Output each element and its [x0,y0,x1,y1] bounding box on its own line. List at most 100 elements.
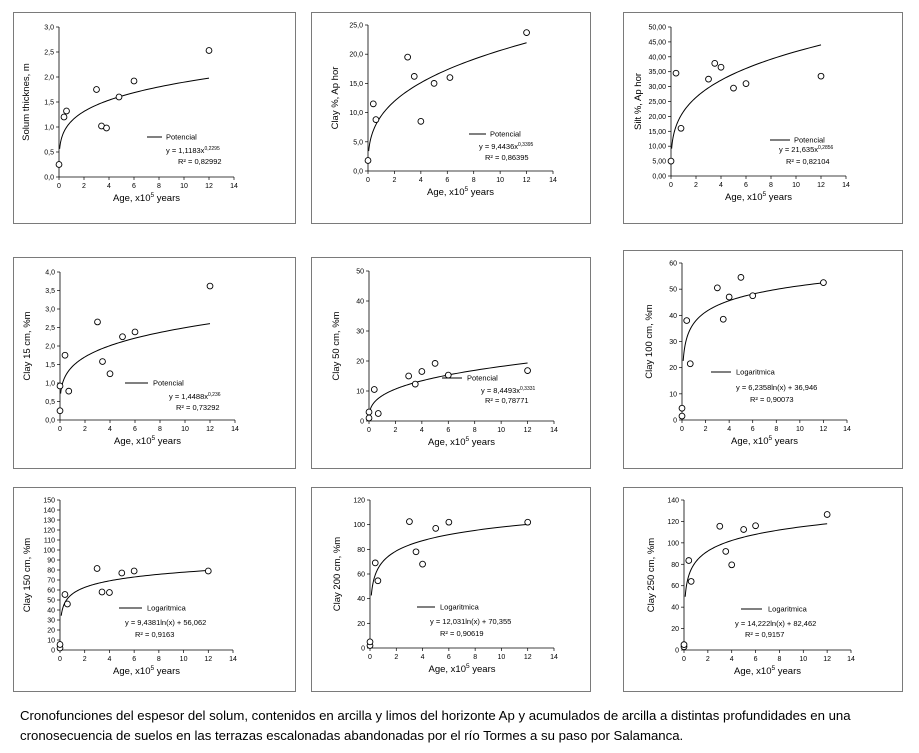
r-squared-label: R² = 0,9163 [135,630,174,639]
x-axis-title-superscript: 5 [151,665,155,672]
data-point [115,93,123,101]
y-tick-label: 40,00 [648,54,666,61]
data-point [205,47,213,54]
x-tick-label: 6 [132,656,136,663]
y-tick-label: 45,00 [648,39,666,46]
r-squared-label: R² = 0,90619 [440,629,484,638]
y-axis-title: Clay 150 cm, %m [22,538,33,613]
x-axis-title-superscript: 5 [466,663,470,670]
data-point [823,511,831,518]
y-tick-label: 20,0 [349,52,363,59]
y-tick-label: 1,5 [44,100,54,107]
y-tick-label: 50 [669,287,677,294]
caption-line-1: Cronofunciones del espesor del solum, co… [20,708,851,723]
y-tick-label: 0 [673,418,677,425]
y-axis-title: Clay 50 cm, %m [331,311,342,380]
legend-label: Potencial [490,130,521,139]
data-point [206,282,214,290]
x-tick-label: 0 [57,183,61,190]
x-axis-title-superscript: 5 [763,191,767,198]
data-point [94,318,101,326]
chart-svg: 0,0 0,5 1,0 1,5 2,0 2,5 3,0 3,5 4,0 0 2 4 6 8 10 12 14 Cl… [22,270,239,448]
x-tick-label: 10 [497,427,505,434]
y-tick-label: 30 [47,618,55,625]
r-squared-label: R² = 0,9157 [745,630,784,639]
data-point [372,116,380,123]
data-point [817,72,825,80]
r-squared-label: R² = 0,82104 [786,157,830,166]
y-tick-label: 60 [669,261,677,268]
data-point [728,561,736,569]
data-point [119,333,126,341]
data-point [667,157,675,165]
data-point [106,370,114,378]
chart-svg: 0 20 40 60 80 100 120 140 0 2 4 6 8 10 12 14 Clay 250 cm… [646,498,855,678]
x-tick-label: 10 [498,654,506,661]
r-squared-label: R² = 0,82992 [178,157,222,166]
trendline-equation: y = 9,4381ln(x) + 56,062 [125,618,206,627]
x-axis-title: Age, x105 years [734,665,801,677]
x-tick-label: 14 [229,656,237,663]
data-point [711,60,719,67]
data-point [366,638,374,646]
data-point [683,317,691,324]
x-tick-label: 6 [744,182,748,189]
equation-base: y = 6,2358ln(x) + 36,946 [736,383,817,392]
y-axis-title: Clay 200 cm, %m [332,537,343,612]
chart-svg: 0 10 20 30 40 50 0 2 4 6 8 10 12 14 Clay 50 cm, %m Age,… [331,269,558,449]
x-tick-label: 4 [727,426,731,433]
equation-exponent: 0,3331 [520,386,536,392]
data-point [364,157,372,164]
y-axis-title: Clay 100 cm, %m [644,304,655,379]
equation-exponent: 0,2295 [204,146,220,152]
y-tick-label: 35,00 [648,69,666,76]
x-axis-title-units: years [766,192,792,203]
x-tick-label: 2 [694,182,698,189]
equation-base: y = 9,4436x [479,142,518,151]
chart-panel-8: 0 20 40 60 80 100 120 0 2 4 6 8 10 12 14 Clay 200 cm, %… [311,487,591,692]
equation-exponent: 0,236 [208,392,221,398]
chart-svg: 0,0 5,0 10,0 15,0 20,0 25,0 0 2 4 6 8 10 12 14 Clay %,… [330,23,557,199]
y-tick-label: 0 [675,648,679,655]
data-point [56,407,64,415]
data-point [370,386,378,393]
trendline-equation: y = 9,4436x0,3395 [479,142,534,151]
trendline [370,523,528,596]
chart-panel-6: 0 10 20 30 40 50 60 0 2 4 6 8 10 12 14 Clay 100 cm, %m A… [623,250,903,469]
trendline [684,523,828,597]
y-tick-label: 0 [361,646,365,653]
x-tick-label: 14 [843,426,851,433]
x-axis-title-main: Age, x10 [734,666,772,677]
trendline-equation: y = 21,635x0,2856 [779,145,834,154]
chart-panel-5: 0 10 20 30 40 50 0 2 4 6 8 10 12 14 Clay 50 cm, %m Age,… [311,257,591,469]
x-tick-label: 8 [472,177,476,184]
data-point [93,86,100,93]
x-tick-label: 12 [823,656,831,663]
data-point [61,591,69,598]
y-tick-label: 100 [667,540,679,547]
y-axis-title: Silt %, Ap hor [633,73,644,130]
x-axis-title-main: Age, x10 [731,436,769,447]
trendline-equation: y = 6,2358ln(x) + 36,946 [736,383,817,392]
data-point [56,382,64,390]
y-tick-label: 100 [353,522,365,529]
x-tick-label: 12 [817,182,825,189]
data-point [740,526,747,533]
trendline-equation: y = 14,222ln(x) + 82,462 [735,619,816,628]
data-point [60,113,68,121]
x-tick-label: 10 [799,656,807,663]
data-point [204,567,212,575]
legend-label: Potencial [467,374,498,383]
data-point [374,577,382,585]
y-tick-label: 50 [356,269,364,276]
data-point [371,559,379,567]
figure-caption: Cronofunciones del espesor del solum, co… [20,706,910,746]
r-squared-label: R² = 0,90073 [750,395,794,404]
data-point [677,124,685,132]
x-tick-label: 4 [107,183,111,190]
data-point [752,522,759,530]
x-tick-label: 12 [523,177,531,184]
x-tick-label: 12 [524,654,532,661]
x-axis-title-main: Age, x10 [113,193,151,204]
x-axis-title-main: Age, x10 [429,664,467,675]
